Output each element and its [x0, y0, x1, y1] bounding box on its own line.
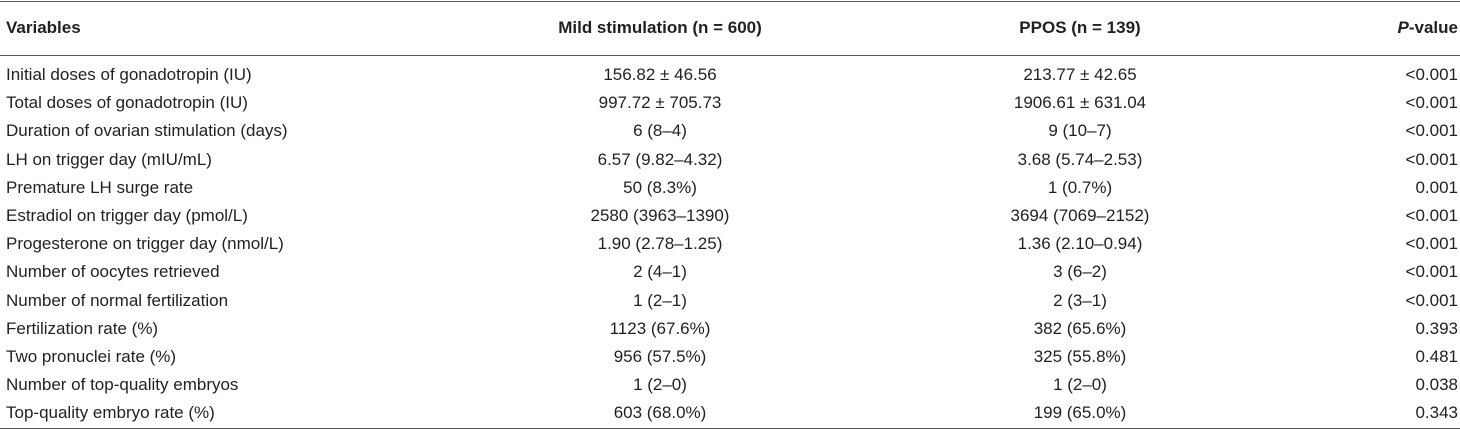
data-cell: 1 (2–0) — [1053, 375, 1107, 395]
data-cell: 1.90 (2.78–1.25) — [597, 234, 723, 254]
top-rule — [0, 1, 1460, 2]
data-cell: 2 (3–1) — [1053, 290, 1107, 310]
data-cell: 1.36 (2.10–0.94) — [1017, 234, 1143, 254]
header-cell: P-value — [1398, 17, 1458, 39]
data-cell: 603 (68.0%) — [613, 403, 707, 423]
row-label: Two pronuclei rate (%) — [6, 347, 177, 366]
header-cell: Variables — [6, 18, 81, 37]
header-cell: PPOS (n = 139) — [1019, 18, 1141, 37]
data-cell: <0.001 — [1405, 149, 1458, 169]
data-cell: 1 (0.7%) — [1047, 177, 1113, 197]
row-label: Total doses of gonadotropin (IU) — [6, 93, 248, 113]
header-rule — [0, 55, 1460, 56]
header-cell: Mild stimulation (n = 600) — [558, 18, 762, 37]
row-label: Initial doses of gonadotropin (IU) — [6, 65, 252, 84]
data-cell: 50 (8.3%) — [623, 177, 697, 197]
row-label: Progesterone on trigger day (nmol/L) — [6, 234, 284, 254]
data-cell: <0.001 — [1405, 121, 1458, 141]
row-label: Premature LH surge rate — [6, 177, 194, 197]
data-cell: 1123 (67.6%) — [609, 318, 711, 338]
data-cell: 382 (65.6%) — [1033, 318, 1127, 338]
row-label: Number of top-quality embryos — [6, 375, 239, 395]
data-cell: <0.001 — [1405, 290, 1458, 310]
data-cell: 1 (2–0) — [633, 375, 687, 395]
row-label: LH on trigger day (mIU/mL) — [6, 149, 212, 169]
row-label: Number of normal fertilization — [6, 290, 229, 310]
data-cell: 0.343 — [1415, 403, 1458, 423]
data-cell: <0.001 — [1405, 234, 1458, 254]
data-cell: 6 (8–4) — [633, 121, 687, 141]
row-label: Estradiol on trigger day (pmol/L) — [6, 206, 248, 225]
header-text-part: -value — [1408, 18, 1458, 37]
data-cell: 3694 (7069–2152) — [1010, 206, 1150, 225]
data-cell: 156.82 ± 46.56 — [603, 65, 717, 84]
data-cell: 325 (55.8%) — [1033, 347, 1127, 366]
data-cell: <0.001 — [1405, 206, 1458, 225]
data-cell: 0.481 — [1415, 347, 1458, 366]
data-cell: <0.001 — [1405, 93, 1458, 113]
data-cell: 956 (57.5%) — [613, 347, 707, 366]
data-cell: 213.77 ± 42.65 — [1023, 65, 1137, 84]
header-text-part: P — [1397, 18, 1409, 37]
row-label: Duration of ovarian stimulation (days) — [6, 121, 288, 141]
data-cell: 3.68 (5.74–2.53) — [1017, 149, 1143, 169]
data-cell: 2 (4–1) — [633, 262, 687, 282]
row-label: Fertilization rate (%) — [6, 318, 159, 338]
data-cell: 6.57 (9.82–4.32) — [597, 149, 723, 169]
row-label: Top-quality embryo rate (%) — [6, 403, 215, 423]
data-cell: 2580 (3963–1390) — [590, 206, 730, 225]
data-cell: 199 (65.0%) — [1033, 403, 1127, 423]
data-cell: 1 (2–1) — [633, 290, 687, 310]
bottom-rule — [0, 428, 1460, 429]
data-cell: <0.001 — [1405, 262, 1458, 282]
data-cell: 1906.61 ± 631.04 — [1013, 93, 1147, 113]
data-cell: 9 (10–7) — [1048, 121, 1112, 141]
data-cell: 0.001 — [1415, 177, 1458, 197]
data-cell: 3 (6–2) — [1053, 262, 1107, 282]
data-cell: <0.001 — [1405, 65, 1458, 84]
data-cell: 997.72 ± 705.73 — [598, 93, 722, 113]
row-label: Number of oocytes retrieved — [6, 262, 220, 282]
data-cell: 0.393 — [1415, 318, 1458, 338]
data-cell: 0.038 — [1415, 375, 1458, 395]
